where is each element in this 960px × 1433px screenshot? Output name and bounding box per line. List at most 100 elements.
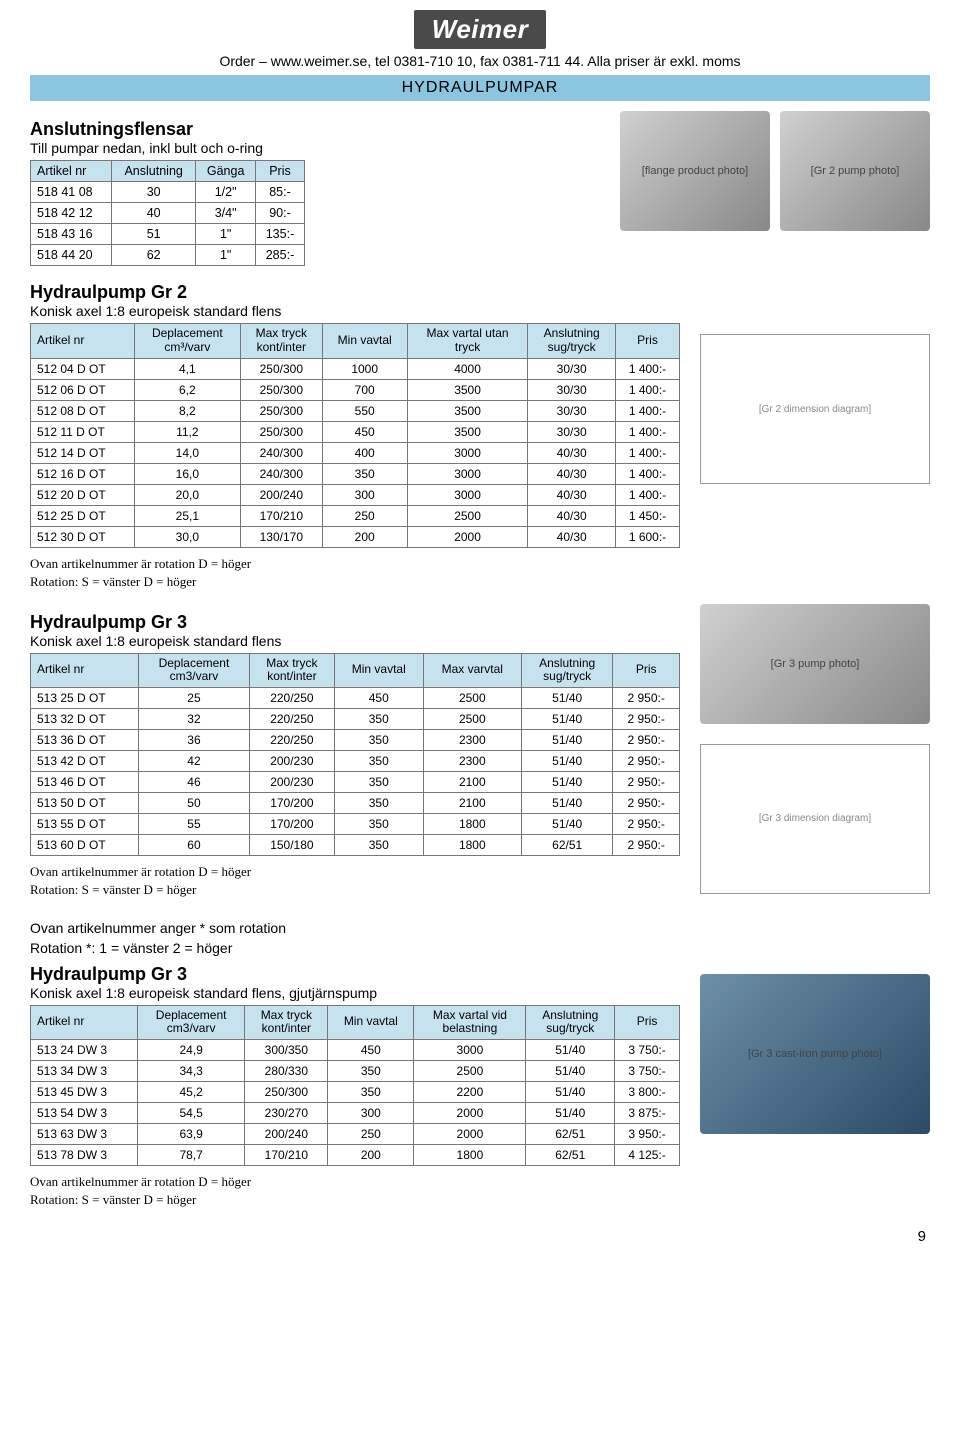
table-cell: 513 55 D OT	[31, 814, 139, 835]
gr3b-pre1: Ovan artikelnummer anger * som rotation	[30, 920, 680, 936]
table-cell: 30,0	[134, 526, 240, 547]
table-cell: 1 400:-	[616, 442, 680, 463]
gr2-title: Hydraulpump Gr 2	[30, 282, 680, 303]
table-cell: 3/4"	[196, 203, 256, 224]
table-row: 518 44 20621"285:-	[31, 245, 305, 266]
table-cell: 513 42 D OT	[31, 751, 139, 772]
table-header: Min vavtal	[328, 1005, 414, 1040]
table-cell: 300	[328, 1103, 414, 1124]
gr3b-note2: Rotation: S = vänster D = höger	[30, 1192, 680, 1208]
gr2-note2: Rotation: S = vänster D = höger	[30, 574, 680, 590]
table-row: 513 46 D OT46200/230350210051/402 950:-	[31, 772, 680, 793]
table-cell: 350	[322, 463, 407, 484]
table-header: Deplacementcm3/varv	[137, 1005, 245, 1040]
table-cell: 350	[334, 793, 423, 814]
table-cell: 30/30	[528, 421, 616, 442]
table-cell: 300/350	[245, 1040, 328, 1061]
gr3b-title: Hydraulpump Gr 3	[30, 964, 680, 985]
table-cell: 513 46 D OT	[31, 772, 139, 793]
table-cell: 51/40	[521, 730, 612, 751]
table-cell: 513 34 DW 3	[31, 1061, 138, 1082]
table-cell: 3 875:-	[615, 1103, 680, 1124]
table-cell: 40/30	[528, 505, 616, 526]
table-header: Anslutningsug/tryck	[528, 324, 616, 359]
table-cell: 54,5	[137, 1103, 245, 1124]
table-cell: 2 950:-	[613, 835, 680, 856]
table-cell: 16,0	[134, 463, 240, 484]
table-cell: 1 600:-	[616, 526, 680, 547]
gr2-diagram-image: [Gr 2 dimension diagram]	[700, 334, 930, 484]
table-row: 513 34 DW 334,3280/330350250051/403 750:…	[31, 1061, 680, 1082]
table-cell: 2500	[407, 505, 528, 526]
table-cell: 280/330	[245, 1061, 328, 1082]
table-cell: 513 50 D OT	[31, 793, 139, 814]
table-cell: 350	[334, 814, 423, 835]
table-cell: 700	[322, 379, 407, 400]
table-header: Max vartal vidbelastning	[414, 1005, 526, 1040]
table-cell: 30/30	[528, 358, 616, 379]
table-cell: 3500	[407, 421, 528, 442]
table-cell: 30	[112, 182, 196, 203]
table-cell: 2500	[414, 1061, 526, 1082]
table-cell: 300	[322, 484, 407, 505]
table-cell: 30/30	[528, 379, 616, 400]
table-cell: 4 125:-	[615, 1145, 680, 1166]
table-cell: 2 950:-	[613, 688, 680, 709]
table-cell: 25	[139, 688, 250, 709]
table-cell: 1800	[423, 814, 521, 835]
table-cell: 2 950:-	[613, 793, 680, 814]
table-cell: 3000	[407, 463, 528, 484]
table-cell: 2 950:-	[613, 709, 680, 730]
gr3a-note1: Ovan artikelnummer är rotation D = höger	[30, 864, 680, 880]
table-header: Anslutningsug/tryck	[521, 653, 612, 688]
table-cell: 51/40	[526, 1082, 615, 1103]
gr3b-note1: Ovan artikelnummer är rotation D = höger	[30, 1174, 680, 1190]
table-cell: 240/300	[240, 463, 322, 484]
table-cell: 512 11 D OT	[31, 421, 135, 442]
table-cell: 51/40	[526, 1061, 615, 1082]
table-cell: 250	[322, 505, 407, 526]
gr3-product-image: [Gr 3 pump photo]	[700, 604, 930, 724]
table-cell: 40	[112, 203, 196, 224]
gr2-table: Artikel nrDeplacementcm³/varvMax tryckko…	[30, 323, 680, 548]
table-header: Artikel nr	[31, 324, 135, 359]
table-cell: 513 24 DW 3	[31, 1040, 138, 1061]
page-number: 9	[30, 1228, 930, 1245]
gr3b-sub: Konisk axel 1:8 europeisk standard flens…	[30, 985, 680, 1001]
table-cell: 350	[334, 730, 423, 751]
table-row: 513 32 D OT32220/250350250051/402 950:-	[31, 709, 680, 730]
table-cell: 240/300	[240, 442, 322, 463]
table-cell: 51/40	[521, 793, 612, 814]
table-row: 518 41 08301/2"85:-	[31, 182, 305, 203]
table-cell: 32	[139, 709, 250, 730]
table-cell: 62/51	[521, 835, 612, 856]
table-row: 512 08 D OT8,2250/300550350030/301 400:-	[31, 400, 680, 421]
table-cell: 518 41 08	[31, 182, 112, 203]
table-row: 518 42 12403/4"90:-	[31, 203, 305, 224]
table-cell: 2000	[414, 1124, 526, 1145]
table-cell: 2200	[414, 1082, 526, 1103]
table-cell: 1 400:-	[616, 400, 680, 421]
table-cell: 350	[334, 709, 423, 730]
table-cell: 513 36 D OT	[31, 730, 139, 751]
table-cell: 200/240	[240, 484, 322, 505]
table-cell: 60	[139, 835, 250, 856]
table-row: 513 54 DW 354,5230/270300200051/403 875:…	[31, 1103, 680, 1124]
table-cell: 3 800:-	[615, 1082, 680, 1103]
table-cell: 2000	[414, 1103, 526, 1124]
table-cell: 1"	[196, 245, 256, 266]
table-cell: 513 25 D OT	[31, 688, 139, 709]
table-cell: 25,1	[134, 505, 240, 526]
table-cell: 63,9	[137, 1124, 245, 1145]
table-cell: 512 16 D OT	[31, 463, 135, 484]
table-cell: 40/30	[528, 463, 616, 484]
table-cell: 518 43 16	[31, 224, 112, 245]
table-cell: 513 63 DW 3	[31, 1124, 138, 1145]
table-cell: 250/300	[245, 1082, 328, 1103]
table-cell: 1 400:-	[616, 379, 680, 400]
gr2-sub: Konisk axel 1:8 europeisk standard flens	[30, 303, 680, 319]
table-cell: 513 78 DW 3	[31, 1145, 138, 1166]
table-row: 513 25 D OT25220/250450250051/402 950:-	[31, 688, 680, 709]
table-cell: 220/250	[249, 730, 334, 751]
table-cell: 2500	[423, 709, 521, 730]
